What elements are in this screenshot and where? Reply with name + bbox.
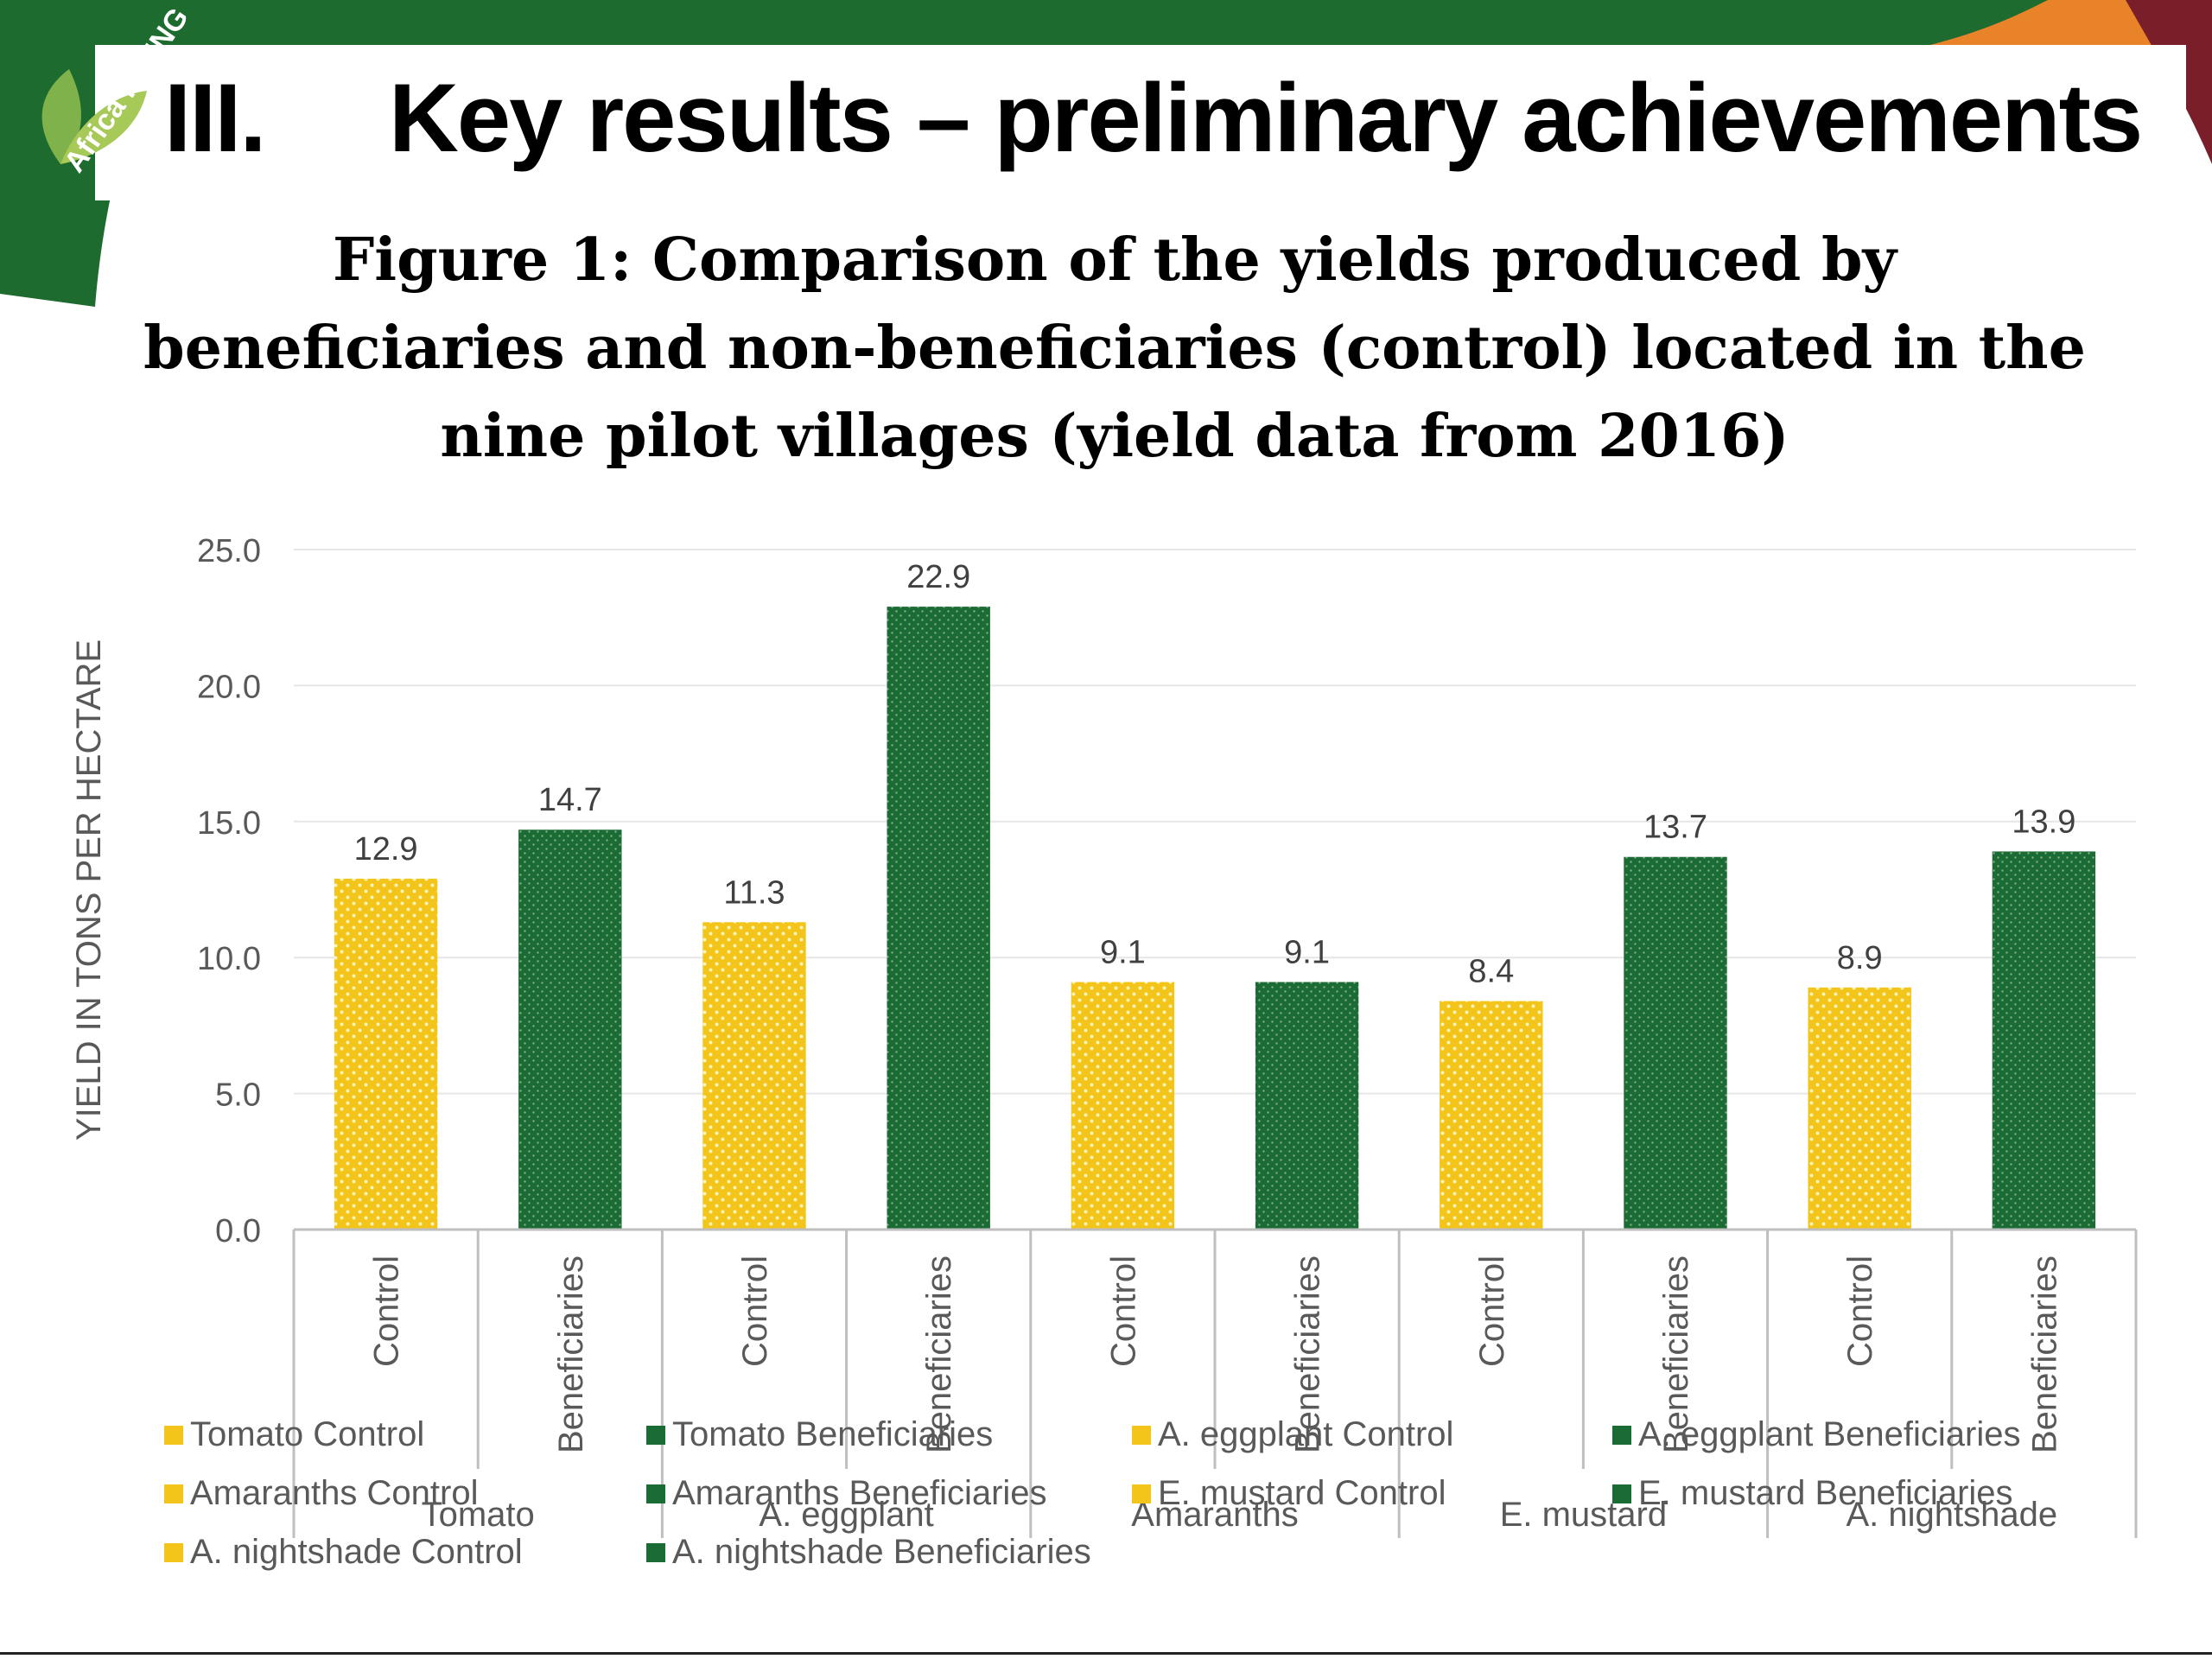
legend-label: Amaranths Beneficiaries bbox=[672, 1474, 1047, 1512]
legend-swatch bbox=[1612, 1425, 1631, 1445]
bar bbox=[1624, 856, 1727, 1230]
legend-item: E. mustard Control bbox=[1132, 1474, 1446, 1513]
banner-maroon-corner bbox=[2126, 0, 2212, 164]
bar bbox=[1255, 982, 1359, 1230]
x-category-label: Beneficiaries bbox=[552, 1255, 590, 1453]
legend-label: E. mustard Beneficiaries bbox=[1638, 1474, 2013, 1512]
x-category-label: Beneficiaries bbox=[1289, 1255, 1327, 1453]
x-category-label: Control bbox=[368, 1255, 406, 1367]
data-label: 8.9 bbox=[1837, 940, 1883, 976]
legend-swatch bbox=[646, 1542, 665, 1562]
chart-legend: Tomato Control Tomato Beneficiaries A. egg… bbox=[164, 1415, 2152, 1597]
legend-label: Tomato Control bbox=[190, 1415, 425, 1453]
data-label: 13.9 bbox=[2012, 804, 2075, 840]
x-category-label: Beneficiaries bbox=[920, 1255, 958, 1453]
legend-swatch bbox=[164, 1425, 183, 1445]
legend-item: A. nightshade Control bbox=[164, 1533, 523, 1572]
slide-bottom-border bbox=[0, 1652, 2212, 1655]
bar bbox=[334, 878, 438, 1230]
legend-swatch bbox=[164, 1484, 183, 1503]
legend-item: A. eggplant Beneficiaries bbox=[1612, 1415, 2021, 1454]
figure-title: Figure 1: Comparison of the yields produ… bbox=[143, 226, 2086, 471]
banner-green-band bbox=[0, 0, 2212, 52]
x-category-label: Control bbox=[1104, 1255, 1142, 1367]
legend-label: A. eggplant Control bbox=[1158, 1415, 1454, 1453]
legend-swatch bbox=[646, 1425, 665, 1445]
y-tick-label: 20.0 bbox=[197, 669, 261, 705]
x-category-label: Control bbox=[1473, 1255, 1511, 1367]
data-label: 11.3 bbox=[723, 874, 785, 911]
legend-swatch bbox=[1132, 1484, 1151, 1503]
header-banner: Africa RISING bbox=[0, 0, 2212, 307]
x-category-label: Beneficiaries bbox=[2025, 1255, 2063, 1453]
legend-label: Amaranths Control bbox=[190, 1474, 479, 1512]
data-label: 9.1 bbox=[1284, 935, 1330, 971]
bar bbox=[1808, 987, 1911, 1230]
data-label: 9.1 bbox=[1100, 935, 1146, 971]
bar-chart: 0.0 5.0 10.0 15.0 20.0 25.0 YIELD IN TONS PER … bbox=[70, 533, 2138, 1538]
data-label: 14.7 bbox=[538, 782, 602, 818]
slide-title: III. Key results – preliminary achievemen… bbox=[164, 62, 2143, 175]
bar bbox=[518, 830, 622, 1230]
bar bbox=[1071, 982, 1175, 1230]
legend-swatch bbox=[646, 1484, 665, 1503]
data-label: 8.4 bbox=[1468, 954, 1514, 990]
x-category-label: Beneficiaries bbox=[1657, 1255, 1695, 1453]
legend-swatch bbox=[164, 1542, 183, 1562]
title-white-panel bbox=[95, 45, 2186, 200]
legend-item: A. nightshade Beneficiaries bbox=[646, 1533, 1091, 1572]
legend-item: Tomato Control bbox=[164, 1415, 424, 1454]
legend-item: E. mustard Beneficiaries bbox=[1612, 1474, 2013, 1513]
x-group-label: Tomato bbox=[422, 1496, 535, 1534]
legend-label: Tomato Beneficiaries bbox=[672, 1415, 994, 1453]
legend-item: Amaranths Control bbox=[164, 1474, 478, 1513]
y-tick-label: 0.0 bbox=[215, 1213, 261, 1249]
y-tick-label: 5.0 bbox=[215, 1077, 261, 1114]
bar bbox=[1440, 1001, 1543, 1230]
legend-label: E. mustard Control bbox=[1158, 1474, 1446, 1512]
x-category-label: Control bbox=[1841, 1255, 1879, 1367]
bar bbox=[1992, 851, 2096, 1230]
data-label: 22.9 bbox=[906, 559, 970, 595]
legend-swatch bbox=[1132, 1425, 1151, 1445]
legend-label: A. nightshade Control bbox=[190, 1533, 523, 1571]
x-group-label: E. mustard bbox=[1500, 1496, 1667, 1534]
bar bbox=[702, 922, 806, 1230]
slide-title-text: Key results – preliminary achievements bbox=[389, 64, 2143, 172]
legend-item: Tomato Beneficiaries bbox=[646, 1415, 993, 1454]
x-group-label: A. nightshade bbox=[1846, 1496, 2057, 1534]
data-label: 13.7 bbox=[1643, 810, 1707, 846]
x-category-label: Control bbox=[736, 1255, 774, 1367]
x-group-label: A. eggplant bbox=[759, 1496, 933, 1534]
y-axis-label: YIELD IN TONS PER HECTARE bbox=[70, 639, 108, 1141]
logo-leaf-icon bbox=[41, 69, 147, 164]
x-group-label: Amaranths bbox=[1131, 1496, 1298, 1534]
legend-swatch bbox=[1612, 1484, 1631, 1503]
legend-label: A. nightshade Beneficiaries bbox=[672, 1533, 1091, 1571]
y-tick-label: 25.0 bbox=[197, 533, 261, 569]
legend-label: A. eggplant Beneficiaries bbox=[1638, 1415, 2021, 1453]
slide-title-number: III. bbox=[164, 64, 266, 172]
legend-item: A. eggplant Control bbox=[1132, 1415, 1453, 1454]
y-tick-label: 10.0 bbox=[197, 941, 261, 977]
data-label: 12.9 bbox=[354, 831, 418, 868]
y-tick-label: 15.0 bbox=[197, 805, 261, 842]
legend-item: Amaranths Beneficiaries bbox=[646, 1474, 1047, 1513]
bar bbox=[887, 607, 990, 1230]
